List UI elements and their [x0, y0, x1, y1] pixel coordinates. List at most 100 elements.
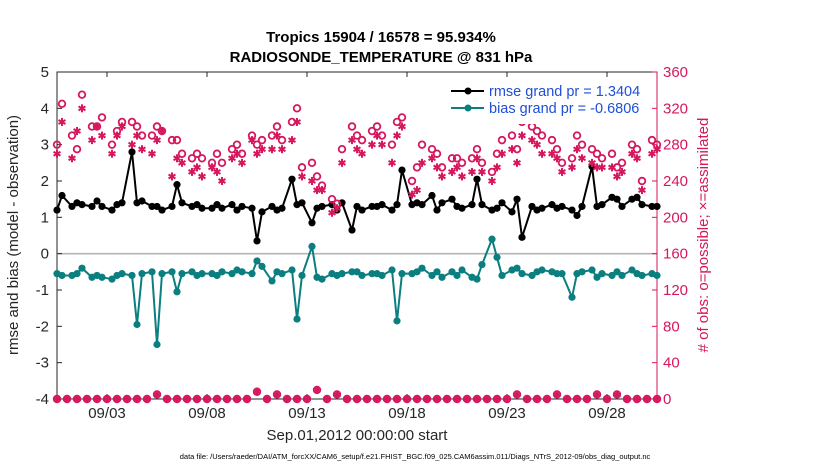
bias-point: [538, 266, 546, 274]
asterisk-stroke: [348, 137, 356, 143]
assimilated-point: [498, 149, 506, 158]
asterisk-stroke: [403, 396, 411, 402]
rmse-point: [193, 201, 201, 209]
asterisk-stroke: [103, 396, 111, 402]
assimilated-point: [138, 145, 146, 154]
assimilated-point: [318, 186, 326, 195]
asterisk-stroke: [293, 396, 301, 402]
assimilated-point: [613, 172, 621, 181]
asterisk-stroke: [238, 159, 246, 166]
bias-point: [398, 270, 406, 278]
assimilated-point: [243, 395, 251, 403]
asterisk-stroke: [183, 396, 191, 402]
bias-point: [448, 268, 456, 276]
possible-point: [72, 145, 82, 154]
assimilated-point: [573, 145, 581, 154]
asterisk-stroke: [288, 137, 296, 143]
assimilated-point: [403, 395, 411, 403]
possible-point: [212, 149, 222, 158]
rmse-point: [448, 195, 456, 203]
bias-point: [388, 266, 396, 274]
asterisk-stroke: [633, 396, 641, 402]
bias-point: [213, 271, 221, 280]
possible-point: [337, 145, 347, 154]
asterisk-stroke: [423, 396, 431, 402]
x-tick-label: 09/08: [188, 405, 226, 422]
bias-point: [378, 271, 386, 280]
legend-rmse-marker: [464, 87, 472, 95]
asterisk-stroke: [88, 137, 96, 143]
y-left-tick-label: 1: [41, 209, 49, 226]
assimilated-point: [378, 140, 386, 149]
possible-point: [167, 135, 177, 145]
asterisk-stroke: [593, 391, 601, 398]
possible-point: [457, 158, 467, 168]
asterisk-stroke: [138, 146, 146, 153]
asterisk-stroke: [273, 132, 281, 139]
assimilated-point: [653, 395, 661, 403]
bias-point: [173, 288, 181, 296]
bias-point: [513, 264, 521, 272]
legend: rmse grand pr = 1.3404 bias grand pr = -…: [446, 80, 652, 124]
possible-point: [412, 163, 422, 172]
asterisk-stroke: [433, 396, 441, 402]
assimilated-point: [638, 186, 646, 195]
assimilated-point: [128, 140, 136, 149]
assimilated-point: [53, 149, 61, 158]
bias-point: [58, 271, 66, 280]
bias-point: [653, 271, 661, 280]
possible-point: [197, 154, 207, 163]
possible-point: [637, 176, 647, 186]
asterisk-stroke: [433, 164, 441, 171]
asterisk-stroke: [73, 396, 81, 402]
asterisk-stroke: [278, 146, 286, 153]
asterisk-stroke: [443, 396, 451, 402]
asterisk-stroke: [63, 396, 71, 402]
possible-point: [572, 131, 582, 140]
bias-point: [133, 320, 141, 329]
assimilated-point: [408, 190, 416, 199]
asterisk-stroke: [528, 137, 536, 143]
bias-point: [293, 315, 301, 323]
y-left-tick-label: 4: [41, 100, 49, 117]
asterisk-stroke: [398, 123, 406, 130]
bias-point: [298, 271, 306, 280]
assimilated-point: [413, 186, 421, 195]
rmse-point: [258, 208, 266, 216]
possible-point: [452, 154, 462, 163]
bias-point: [418, 264, 426, 272]
possible-point: [617, 158, 627, 168]
asterisk-stroke: [473, 396, 481, 402]
asterisk-stroke: [133, 132, 141, 139]
possible-point: [387, 140, 397, 149]
assimilated-point: [218, 177, 226, 185]
rmse-point: [638, 201, 646, 209]
assimilated-point: [233, 149, 241, 158]
asterisk-stroke: [268, 146, 276, 153]
possible-point: [487, 167, 497, 177]
assimilated-point: [628, 149, 636, 158]
y-left-tick-label: 5: [41, 64, 49, 81]
asterisk-stroke: [563, 396, 571, 402]
assimilated-point: [478, 167, 486, 176]
assimilated-point: [508, 145, 516, 154]
x-tick-label: 09/18: [388, 405, 426, 422]
possible-point: [172, 135, 182, 145]
possible-point: [312, 172, 322, 181]
chart-title: Tropics 15904 / 16578 = 95.934%: [266, 29, 496, 46]
asterisk-stroke: [163, 396, 171, 402]
asterisk-stroke: [448, 169, 456, 175]
bias-point: [608, 271, 616, 280]
possible-point: [532, 126, 542, 136]
assimilated-point: [548, 149, 556, 158]
assimilated-point: [653, 145, 661, 154]
rmse-point: [433, 206, 441, 214]
asterisk-stroke: [413, 187, 421, 193]
assimilated-point: [73, 127, 81, 136]
rmse-point: [278, 204, 286, 212]
asterisk-stroke: [573, 396, 581, 402]
bias-point: [268, 277, 276, 285]
asterisk-stroke: [643, 396, 651, 402]
asterisk-stroke: [513, 391, 521, 398]
